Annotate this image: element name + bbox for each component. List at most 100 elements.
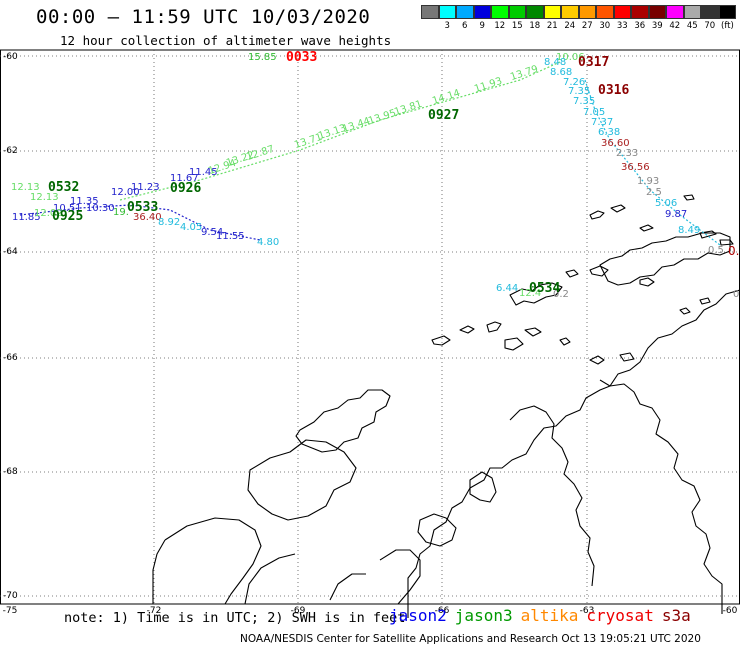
colorbar-swatch xyxy=(631,5,649,19)
colorbar-swatch xyxy=(491,5,509,19)
obs-label: 10.51 xyxy=(53,203,82,214)
track-cryosat xyxy=(584,79,721,246)
colorbar-tick-label: 39 xyxy=(651,21,663,31)
lon-label-66: -66 xyxy=(434,606,450,616)
colorbar-swatch xyxy=(701,5,719,19)
colorbar-swatch xyxy=(596,5,614,19)
colorbar-tick-label: 33 xyxy=(616,21,628,31)
colorbar-swatch xyxy=(508,5,526,19)
colorbar-tick-label: 45 xyxy=(686,21,698,31)
colorbar-swatch xyxy=(666,5,684,19)
obs-label: 7.26 xyxy=(563,77,586,88)
pass-time-label: 0925 xyxy=(52,209,84,224)
lat-label-62: -62 xyxy=(3,146,18,156)
map-subtitle: 12 hour collection of altimeter wave hei… xyxy=(60,33,392,48)
obs-label: 11.85 xyxy=(12,212,41,223)
lat-label-70: -70 xyxy=(3,591,18,601)
colorbar-swatch xyxy=(421,5,439,19)
map-title: 00:00 – 11:59 UTC 10/03/2020 xyxy=(36,6,371,28)
obs-label: 0 xyxy=(733,289,740,300)
obs-label: 12.13 xyxy=(11,182,40,193)
legend-s3a: s3a xyxy=(661,606,691,625)
satellite-tracks xyxy=(19,61,721,246)
obs-label: 12.02 xyxy=(34,208,63,219)
colorbar-tick-label: 24 xyxy=(564,21,576,31)
pass-time-label: 0927 xyxy=(428,108,460,123)
colorbar-labels: (ft) 3 6 9 12 15 18 21 24 27 30 33 36 39 42 45 70 xyxy=(421,21,740,33)
obs-label: 0.2 xyxy=(553,289,569,300)
obs-label: 5.06 xyxy=(655,198,678,209)
obs-label: 36.56 xyxy=(621,162,650,173)
obs-label: 10.06 xyxy=(556,52,585,63)
pass-time-label: 0316 xyxy=(598,83,630,98)
lon-label-75: -75 xyxy=(2,606,18,616)
longitude-gridlines xyxy=(153,50,588,604)
colorbar-tick-label: 12 xyxy=(494,21,506,31)
legend-jason2: jason2 xyxy=(389,606,447,625)
obs-label: 10.30 xyxy=(86,203,115,214)
obs-label: 8.48 xyxy=(544,57,567,68)
obs-label: 36.60 xyxy=(601,138,630,149)
legend-jason3: jason3 xyxy=(454,606,513,625)
colorbar-tick-label: 6 xyxy=(462,21,468,31)
colorbar-tick-label: 18 xyxy=(529,21,541,31)
colorbar-tick-label: 15 xyxy=(511,21,523,31)
colorbar-swatch xyxy=(543,5,561,19)
obs-label: 9.54 xyxy=(201,227,224,238)
obs-label: 2.5 xyxy=(646,187,662,198)
obs-label: 11.67 xyxy=(170,173,199,184)
lat-label-60: -60 xyxy=(3,52,18,62)
obs-label: 7.05 xyxy=(583,107,606,118)
colorbar-unit-label: (ft) xyxy=(721,21,734,31)
wave-height-colorbar xyxy=(421,5,736,19)
colorbar-tick-label: 70 xyxy=(704,21,716,31)
legend-altika: altika xyxy=(520,606,579,625)
pass-time-label: 0926 xyxy=(170,181,202,196)
colorbar-swatch xyxy=(456,5,474,19)
obs-label: 9.87 xyxy=(665,209,688,220)
coastline xyxy=(152,194,740,618)
obs-label: 2.33 xyxy=(616,148,639,159)
lat-label-68: -68 xyxy=(3,467,18,477)
lon-label-63: -63 xyxy=(579,606,595,616)
colorbar-swatch xyxy=(683,5,701,19)
pass-time-label: 0033 xyxy=(286,50,318,65)
obs-label: 12.13 xyxy=(30,192,59,203)
obs-label: 0. xyxy=(728,244,740,258)
obs-label: 15.85 xyxy=(248,52,277,63)
colorbar-tick-label: 3 xyxy=(444,21,450,31)
obs-label: 0.5 xyxy=(708,245,724,256)
colorbar-swatch xyxy=(718,5,736,19)
obs-label: 4.05 xyxy=(180,222,203,233)
pass-time-label: 0534 xyxy=(529,281,561,296)
obs-label: 11.55 xyxy=(216,231,245,242)
lon-label-69: -69 xyxy=(290,606,306,616)
colorbar-swatch xyxy=(438,5,456,19)
obs-label: 7.37 xyxy=(591,117,614,128)
units-note: note: 1) Time is in UTC; 2) SWH is in fe… xyxy=(64,610,406,626)
footer-credit: NOAA/NESDIS Center for Satellite Applica… xyxy=(240,633,701,645)
obs-label: 12.4 xyxy=(519,288,542,299)
obs-label: 7.35 xyxy=(573,96,596,107)
obs-label: 8.68 xyxy=(550,67,573,78)
pass-time-label: 0533 xyxy=(127,200,159,215)
legend-cryosat: cryosat xyxy=(586,606,654,625)
colorbar-swatch xyxy=(473,5,491,19)
colorbar-tick-label: 9 xyxy=(479,21,485,31)
obs-label: 8.49 xyxy=(678,225,701,236)
obs-label: 1.93 xyxy=(637,176,660,187)
obs-label: 7.35 xyxy=(568,86,591,97)
obs-label: 4.80 xyxy=(257,237,280,248)
pass-time-label: 0317 xyxy=(578,55,610,70)
colorbar-swatch xyxy=(648,5,666,19)
obs-label: 19. xyxy=(113,207,129,218)
track-jason3 xyxy=(119,61,561,201)
obs-label: 11.23 xyxy=(131,182,160,193)
colorbar-tick-label: 27 xyxy=(581,21,593,31)
colorbar-swatch xyxy=(526,5,544,19)
obs-label: 12.00 xyxy=(111,187,140,198)
colorbar-swatch xyxy=(613,5,631,19)
latitude-gridlines xyxy=(0,55,740,597)
pass-time-label: 0532 xyxy=(48,180,80,195)
